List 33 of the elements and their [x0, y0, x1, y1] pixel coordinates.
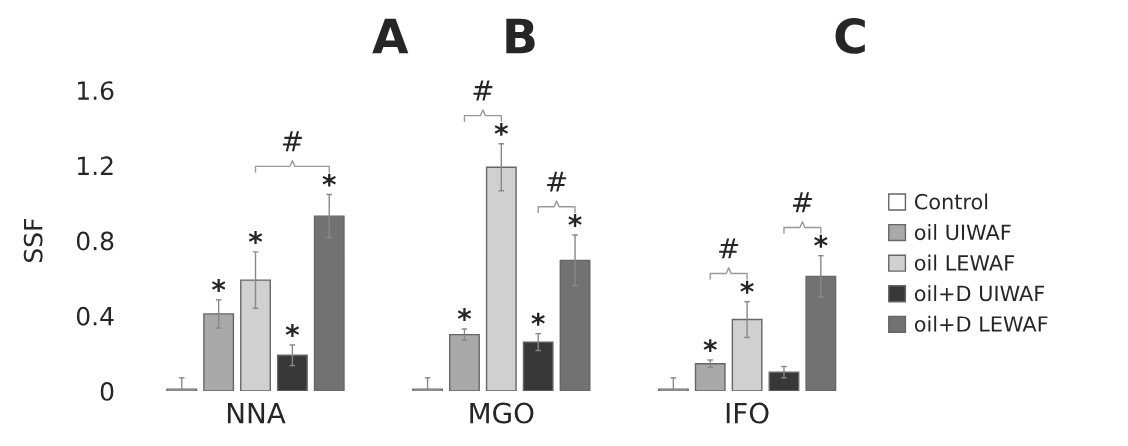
text: B — [506, 18, 535, 54]
x-tick-label: MGO — [470, 402, 534, 424]
data-label: * — [494, 122, 509, 136]
legend-label: Control — [914, 193, 988, 210]
y-tick-label: 1.6 — [77, 81, 114, 101]
y-axis-title: SSF — [23, 219, 43, 263]
data-label: * — [457, 308, 472, 322]
y-tick-label: 0 — [100, 381, 114, 401]
annotation: # — [282, 131, 302, 152]
data-label: * — [531, 312, 545, 326]
data-label: * — [285, 324, 300, 337]
y-tick-label: 0.4 — [76, 306, 114, 326]
annotation: # — [792, 192, 812, 213]
x-tick-label: IFO — [726, 402, 769, 424]
legend-label: oil LEWAF — [914, 254, 1014, 271]
data-label: * — [322, 173, 336, 187]
data-label: * — [740, 280, 754, 294]
legend-label: oil UIWAF — [914, 224, 1011, 241]
text: A — [372, 18, 409, 54]
data-label: * — [814, 234, 828, 248]
y-tick-label: 0.8 — [76, 231, 114, 251]
data-label: * — [211, 278, 226, 292]
legend-label: oil+D LEWAF — [914, 315, 1048, 332]
annotation: # — [473, 80, 493, 101]
data-label: * — [568, 214, 582, 228]
data-label: * — [248, 231, 263, 244]
legend-label: oil+D UIWAF — [914, 285, 1045, 302]
text: C — [835, 18, 865, 54]
annotation: # — [719, 238, 739, 259]
annotation: # — [547, 171, 567, 192]
x-tick-label: NNA — [227, 402, 286, 424]
data-label: * — [703, 339, 717, 353]
y-tick-label: 1.2 — [77, 156, 113, 175]
